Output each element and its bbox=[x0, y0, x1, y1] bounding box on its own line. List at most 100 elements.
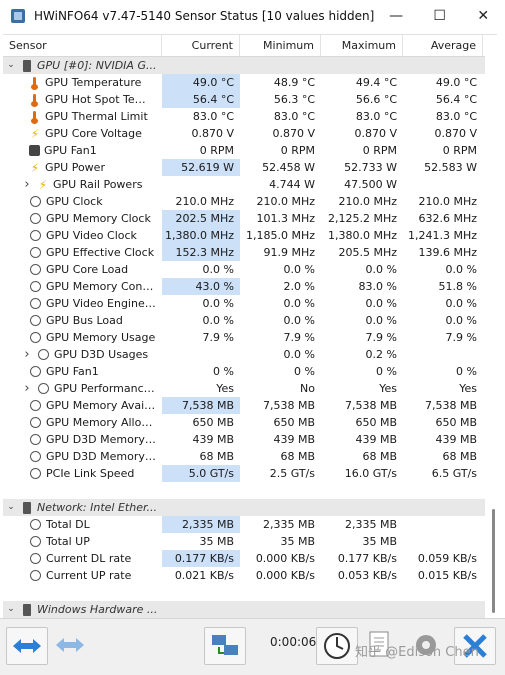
sensor-row[interactable]: Current DL rate 0.177 KB/s 0.000 KB/s 0.177… bbox=[3, 550, 485, 567]
column-header-row: Sensor Current Minimum Maximum Average bbox=[3, 35, 485, 57]
sensor-row[interactable]: Total DL 2,335 MB 2,335 MB 2,335 MB bbox=[3, 516, 485, 533]
column-header-maximum[interactable]: Maximum bbox=[321, 35, 403, 56]
sensor-name-cell: GPU Memory Controll... bbox=[3, 278, 162, 295]
column-header-sensor[interactable]: Sensor bbox=[3, 35, 162, 56]
column-header-average[interactable]: Average bbox=[403, 35, 483, 56]
lightning-icon: ⚡ bbox=[30, 126, 40, 141]
sensor-row[interactable]: Current UP rate 0.021 KB/s 0.000 KB/s 0.053… bbox=[3, 567, 485, 584]
minimize-button[interactable]: — bbox=[389, 8, 404, 24]
sensor-row[interactable]: GPU Core Load 0.0 % 0.0 % 0.0 % 0.0 % bbox=[3, 261, 485, 278]
lightning-icon: ⚡ bbox=[30, 160, 40, 175]
value-min: 7,538 MB bbox=[262, 399, 315, 412]
sensor-row[interactable]: GPU Memory Clock 202.5 MHz 101.3 MHz 2,125.… bbox=[3, 210, 485, 227]
collapse-columns-button[interactable] bbox=[50, 627, 90, 663]
value-min: 0.000 KB/s bbox=[255, 552, 315, 565]
sensor-name-cell: Total UP bbox=[3, 533, 162, 550]
value-max: 2,335 MB bbox=[344, 518, 397, 531]
sensor-row[interactable]: GPU D3D Memory De... 439 MB 439 MB 439 MB 43… bbox=[3, 431, 485, 448]
sensor-row[interactable]: GPU Memory Controll... 43.0 % 2.0 % 83.0 % 5… bbox=[3, 278, 485, 295]
sensor-row[interactable]: GPU Video Clock 1,380.0 MHz 1,185.0 MHz 1,3… bbox=[3, 227, 485, 244]
sensor-label: GPU D3D Usages bbox=[54, 348, 149, 361]
sensor-row[interactable]: GPU Fan1 0 RPM 0 RPM 0 RPM 0 RPM bbox=[3, 142, 485, 159]
chevron-right-icon[interactable]: › bbox=[24, 177, 30, 192]
column-header-current[interactable]: Current bbox=[162, 35, 240, 56]
value-current: 0.0 % bbox=[202, 263, 234, 276]
sensor-row[interactable]: PCIe Link Speed 5.0 GT/s 2.5 GT/s 16.0 GT/s… bbox=[3, 465, 485, 482]
value-max: Yes bbox=[379, 382, 397, 395]
clock-icon bbox=[30, 264, 41, 275]
chevron-down-icon[interactable]: ⌄ bbox=[7, 604, 15, 614]
sensor-row[interactable]: GPU Temperature 49.0 °C 48.9 °C 49.4 °C 49.0… bbox=[3, 74, 485, 91]
value-min: 101.3 MHz bbox=[256, 212, 315, 225]
clock-icon bbox=[30, 468, 41, 479]
sensor-row[interactable]: Total UP 35 MB 35 MB 35 MB bbox=[3, 533, 485, 550]
sensor-row[interactable]: › ⚡ GPU Rail Powers 4.744 W 47.500 W bbox=[3, 176, 485, 193]
sensor-label: GPU Thermal Limit bbox=[45, 110, 148, 123]
value-current: 7,538 MB bbox=[162, 397, 240, 414]
value-avg: 0.059 KB/s bbox=[417, 552, 477, 565]
value-current: 202.5 MHz bbox=[162, 210, 240, 227]
group-network[interactable]: ⌄ Network: Intel Ether... bbox=[3, 499, 485, 516]
spacer-row bbox=[3, 584, 485, 601]
sensor-name-cell: GPU Memory Clock bbox=[3, 210, 162, 227]
chevron-right-icon[interactable]: › bbox=[24, 347, 30, 362]
column-header-minimum[interactable]: Minimum bbox=[240, 35, 321, 56]
double-arrow-icon bbox=[13, 639, 41, 653]
sensor-row[interactable]: GPU Fan1 0 % 0 % 0 % 0 % bbox=[3, 363, 485, 380]
sensor-row[interactable]: GPU Effective Clock 152.3 MHz 91.9 MHz 205.… bbox=[3, 244, 485, 261]
clock-icon bbox=[30, 281, 41, 292]
sensor-row[interactable]: GPU Thermal Limit 83.0 °C 83.0 °C 83.0 °C 83… bbox=[3, 108, 485, 125]
clock-icon bbox=[38, 349, 49, 360]
group-windows-hardware[interactable]: ⌄ Windows Hardware ... bbox=[3, 601, 485, 618]
sensor-label: Total DL bbox=[46, 518, 90, 531]
value-min: 0.870 V bbox=[272, 127, 315, 140]
sensor-row[interactable]: GPU Bus Load 0.0 % 0.0 % 0.0 % 0.0 % bbox=[3, 312, 485, 329]
network-button[interactable] bbox=[204, 627, 246, 665]
close-button[interactable]: ✕ bbox=[477, 8, 490, 24]
elapsed-timer: 0:00:06 bbox=[270, 635, 317, 649]
maximize-button[interactable]: ☐ bbox=[433, 8, 446, 24]
value-current: 0.0 % bbox=[202, 314, 234, 327]
value-max: 0.177 KB/s bbox=[337, 552, 397, 565]
vertical-scrollbar[interactable] bbox=[489, 35, 497, 619]
sensor-row[interactable]: GPU Video Engine Load 0.0 % 0.0 % 0.0 % 0.0 … bbox=[3, 295, 485, 312]
value-min: 7.9 % bbox=[283, 331, 315, 344]
sensor-row[interactable]: GPU Memory Usage 7.9 % 7.9 % 7.9 % 7.9 % bbox=[3, 329, 485, 346]
sensor-row[interactable]: › GPU D3D Usages 0.0 % 0.2 % bbox=[3, 346, 485, 363]
value-max: 650 MB bbox=[355, 416, 397, 429]
value-current: 68 MB bbox=[199, 450, 234, 463]
close-sensors-button[interactable] bbox=[454, 627, 496, 665]
value-avg: 56.4 °C bbox=[435, 93, 477, 106]
sensor-row[interactable]: GPU D3D Memory Dy... 68 MB 68 MB 68 MB 68 MB bbox=[3, 448, 485, 465]
sensor-label: GPU Fan1 bbox=[46, 365, 99, 378]
value-min: 210.0 MHz bbox=[256, 195, 315, 208]
sensor-name-cell: PCIe Link Speed bbox=[3, 465, 162, 482]
sensor-row[interactable]: ⚡ GPU Power 52.619 W 52.458 W 52.733 W 52.583… bbox=[3, 159, 485, 176]
sensor-name-cell: › GPU Performance... bbox=[3, 380, 162, 397]
value-min: 0.0 % bbox=[283, 263, 315, 276]
clock-button[interactable] bbox=[316, 627, 358, 665]
chevron-down-icon[interactable]: ⌄ bbox=[7, 502, 15, 512]
chevron-right-icon[interactable]: › bbox=[24, 381, 30, 396]
sensor-row[interactable]: GPU Clock 210.0 MHz 210.0 MHz 210.0 MHz 210.… bbox=[3, 193, 485, 210]
clock-icon bbox=[30, 315, 41, 326]
value-avg: 0.870 V bbox=[434, 127, 477, 140]
scrollbar-thumb[interactable] bbox=[492, 509, 495, 613]
value-max: 2,125.2 MHz bbox=[327, 212, 397, 225]
chevron-down-icon[interactable]: ⌄ bbox=[7, 60, 15, 70]
report-button[interactable] bbox=[360, 627, 400, 663]
expand-columns-button[interactable] bbox=[6, 627, 48, 665]
value-current: 83.0 °C bbox=[192, 110, 234, 123]
value-current: 439 MB bbox=[192, 433, 234, 446]
sensor-row[interactable]: GPU Memory Available 7,538 MB 7,538 MB 7,53… bbox=[3, 397, 485, 414]
group-gpu[interactable]: ⌄ GPU [#0]: NVIDIA G... bbox=[3, 57, 485, 74]
bottom-toolbar: 0:00:06 知乎 @Edison Chen bbox=[0, 618, 505, 675]
settings-button[interactable] bbox=[406, 627, 446, 663]
value-current: 7.9 % bbox=[202, 331, 234, 344]
sensor-row[interactable]: › GPU Performance... Yes No Yes Yes bbox=[3, 380, 485, 397]
sensor-label: GPU Memory Available bbox=[46, 399, 156, 412]
sensor-row[interactable]: ⚡ GPU Core Voltage 0.870 V 0.870 V 0.870 V 0.… bbox=[3, 125, 485, 142]
value-avg: Yes bbox=[459, 382, 477, 395]
sensor-row[interactable]: GPU Hot Spot Tempe... 56.4 °C 56.3 °C 56.6 … bbox=[3, 91, 485, 108]
sensor-row[interactable]: GPU Memory Allocated 650 MB 650 MB 650 MB 65… bbox=[3, 414, 485, 431]
